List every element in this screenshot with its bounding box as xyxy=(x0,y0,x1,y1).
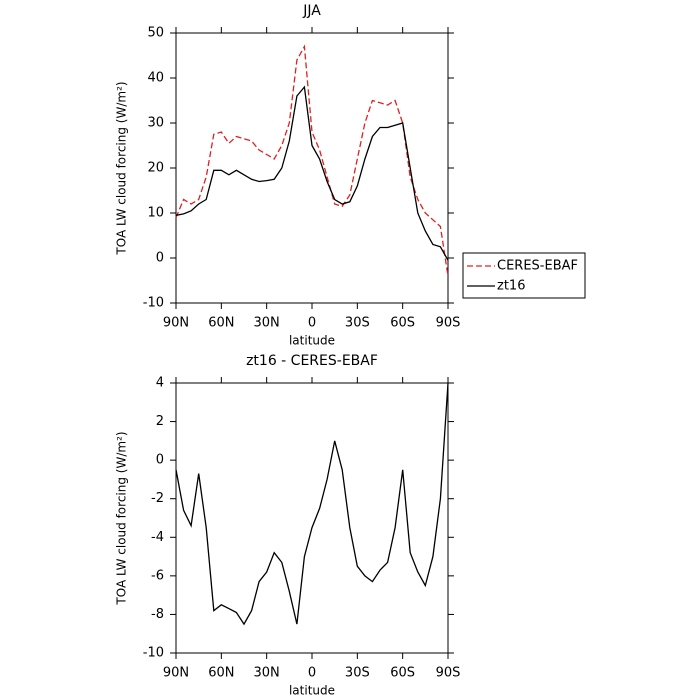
plot-frame xyxy=(175,382,449,654)
y-tick-label: 4 xyxy=(156,376,164,391)
y-tick-label: 40 xyxy=(147,71,164,86)
y-tick-label: -8 xyxy=(151,607,164,622)
x-tick-label: 30S xyxy=(345,666,370,681)
plot-frame xyxy=(175,32,449,304)
chart-title: JJA xyxy=(302,3,321,19)
series-line xyxy=(175,85,449,261)
legend-label: zt16 xyxy=(497,279,525,294)
series-line xyxy=(175,44,449,277)
y-axis-label: TOA LW cloud forcing (W/m²) xyxy=(115,431,129,605)
chart-title: zt16 - CERES-EBAF xyxy=(246,353,378,369)
y-tick-label: -10 xyxy=(143,646,164,661)
y-tick-label: 20 xyxy=(147,161,164,176)
x-tick-label: 60N xyxy=(208,316,234,331)
x-tick-label: 30N xyxy=(254,316,280,331)
y-tick-label: -10 xyxy=(143,296,164,311)
y-axis-label: TOA LW cloud forcing (W/m²) xyxy=(115,81,129,255)
x-axis-label: latitude xyxy=(289,684,335,698)
x-tick-label: 90N xyxy=(163,316,189,331)
x-tick-label: 60N xyxy=(208,666,234,681)
y-tick-label: 0 xyxy=(156,251,164,266)
y-tick-label: 0 xyxy=(156,453,164,468)
x-tick-label: 90N xyxy=(163,666,189,681)
x-axis-label: latitude xyxy=(289,334,335,348)
x-tick-label: 90S xyxy=(436,316,461,331)
y-tick-label: -6 xyxy=(151,568,164,583)
x-tick-label: 30N xyxy=(254,666,280,681)
x-tick-label: 0 xyxy=(308,666,316,681)
y-tick-label: 10 xyxy=(147,206,164,221)
y-tick-label: 2 xyxy=(156,414,164,429)
x-tick-label: 30S xyxy=(345,316,370,331)
legend-box xyxy=(462,252,586,299)
series-line xyxy=(175,382,449,626)
y-tick-label: 30 xyxy=(147,116,164,131)
x-tick-label: 60S xyxy=(390,666,415,681)
y-tick-label: -4 xyxy=(151,530,164,545)
x-tick-label: 60S xyxy=(390,316,415,331)
y-tick-label: 50 xyxy=(147,26,164,41)
x-tick-label: 0 xyxy=(308,316,316,331)
y-tick-label: -2 xyxy=(151,491,164,506)
x-tick-label: 90S xyxy=(436,666,461,681)
legend-label: CERES-EBAF xyxy=(497,259,578,274)
